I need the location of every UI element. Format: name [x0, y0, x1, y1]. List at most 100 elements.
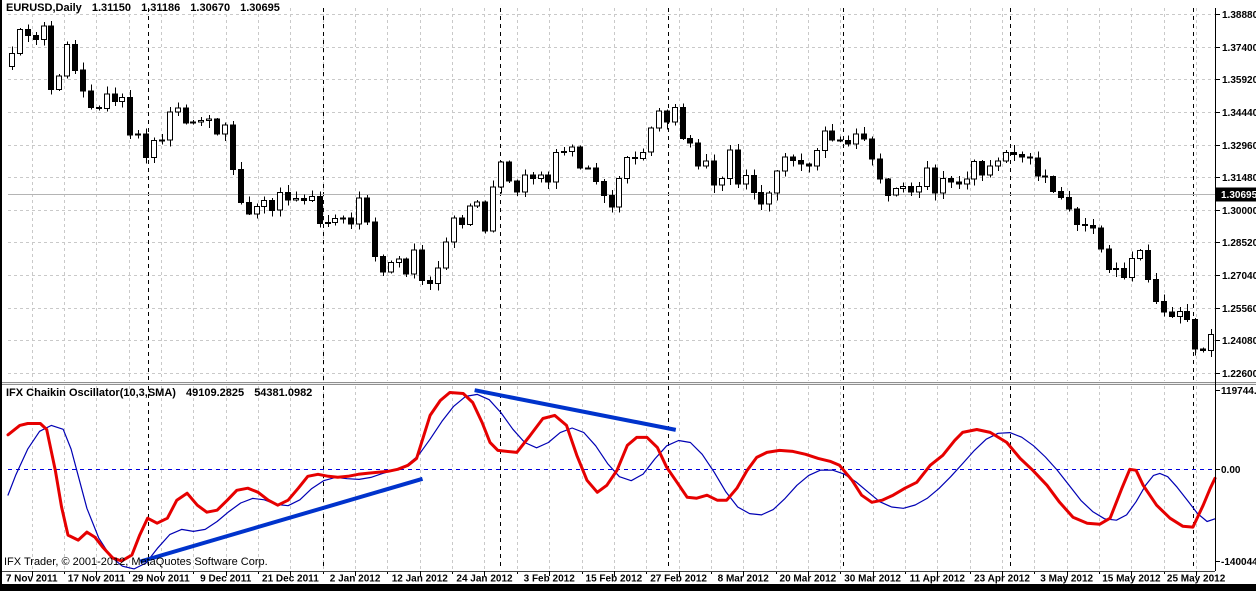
candlestick: [246, 201, 252, 215]
candlestick: [743, 175, 749, 185]
candlestick: [261, 200, 267, 208]
candlestick: [238, 169, 244, 203]
candlestick: [277, 192, 283, 211]
candlestick: [285, 192, 291, 201]
candlestick: [995, 160, 1001, 167]
date-tick-label: 23 Apr 2012: [974, 574, 1030, 585]
candlestick: [482, 201, 488, 232]
candlestick: [403, 258, 409, 275]
candlestick: [538, 174, 544, 179]
candlestick: [80, 69, 86, 92]
candlestick: [112, 93, 118, 102]
panel-divider[interactable]: [0, 382, 1256, 385]
candlestick: [869, 138, 875, 160]
candlestick: [932, 167, 938, 194]
candlestick: [325, 221, 331, 225]
candlestick: [506, 161, 512, 182]
oscillator-signal-sma-line: [7, 393, 1216, 570]
candlestick: [822, 130, 828, 151]
rising-trendline[interactable]: [139, 476, 424, 564]
candlestick: [419, 249, 425, 281]
candlestick: [72, 44, 78, 71]
candlestick: [254, 206, 260, 215]
candlestick: [979, 160, 985, 176]
date-tick-label: 17 Nov 2011: [68, 574, 126, 585]
candlestick: [648, 127, 654, 153]
candlestick: [396, 258, 402, 264]
candlestick: [593, 167, 599, 182]
candlestick: [317, 196, 323, 225]
candlestick: [56, 75, 62, 91]
candlestick: [561, 151, 567, 154]
candlestick: [735, 149, 741, 185]
date-tick-label: 15 May 2012: [1102, 574, 1161, 585]
candlestick: [135, 133, 141, 136]
candlestick: [1106, 248, 1112, 270]
candlestick: [687, 137, 693, 144]
window-left-border: [0, 0, 2, 584]
price-tick-label: 1.24080: [1222, 336, 1256, 347]
candlestick: [159, 139, 165, 142]
candlestick: [577, 146, 583, 169]
price-tick-label: 1.35920: [1222, 75, 1256, 86]
bottom-edge-bar: [0, 584, 1256, 591]
candlestick: [1098, 227, 1104, 250]
candlestick: [411, 249, 417, 275]
candlestick: [948, 178, 954, 183]
candlestick: [1184, 310, 1190, 320]
candlestick: [175, 107, 181, 113]
candlestick: [900, 186, 906, 190]
candlestick: [877, 158, 883, 180]
candlestick: [971, 160, 977, 180]
date-tick-label: 8 Mar 2012: [718, 574, 770, 585]
candlestick: [940, 178, 946, 194]
candlestick: [25, 28, 31, 36]
candlestick: [1169, 311, 1175, 317]
candlestick: [332, 217, 338, 223]
candlestick: [1161, 301, 1167, 313]
candlestick: [845, 139, 851, 145]
candlestick: [1090, 225, 1096, 229]
candlestick: [151, 140, 157, 158]
candlestick: [585, 167, 591, 170]
candlestick: [545, 174, 551, 183]
candlestick: [530, 174, 536, 179]
candlestick: [1137, 250, 1143, 259]
candlestick: [774, 170, 780, 194]
candlestick: [17, 28, 23, 55]
candlestick: [230, 124, 236, 170]
candlestick: [1177, 310, 1183, 317]
candlestick: [1192, 318, 1198, 350]
candlestick: [222, 124, 228, 135]
indicator-tick-label: 119744.1: [1221, 386, 1256, 397]
candlestick: [293, 198, 299, 201]
falling-trendline[interactable]: [474, 388, 677, 432]
date-tick-label: 2 Jan 2012: [330, 574, 381, 585]
candlestick: [1011, 152, 1017, 155]
candlestick: [96, 107, 102, 110]
candlestick: [1035, 157, 1041, 177]
date-tick-label: 27 Feb 2012: [650, 574, 707, 585]
price-tick-label: 1.38880: [1222, 10, 1256, 21]
candlestick: [372, 221, 378, 257]
candlestick: [1027, 156, 1033, 159]
candlestick: [119, 96, 125, 102]
candlestick: [640, 151, 646, 160]
candlestick: [1066, 197, 1072, 210]
candlestick: [814, 149, 820, 167]
price-tick-label: 1.27040: [1222, 271, 1256, 282]
candlestick: [41, 25, 47, 40]
candlestick: [340, 217, 346, 220]
candlestick: [782, 156, 788, 172]
candlestick: [908, 186, 914, 193]
candlestick: [1208, 334, 1214, 351]
candlestick: [609, 195, 615, 208]
date-tick-label: 3 Feb 2012: [524, 574, 576, 585]
candlestick: [388, 262, 394, 273]
candlestick: [1082, 223, 1088, 227]
candlestick: [916, 185, 922, 193]
candlestick: [766, 192, 772, 205]
candlestick: [1200, 348, 1206, 351]
